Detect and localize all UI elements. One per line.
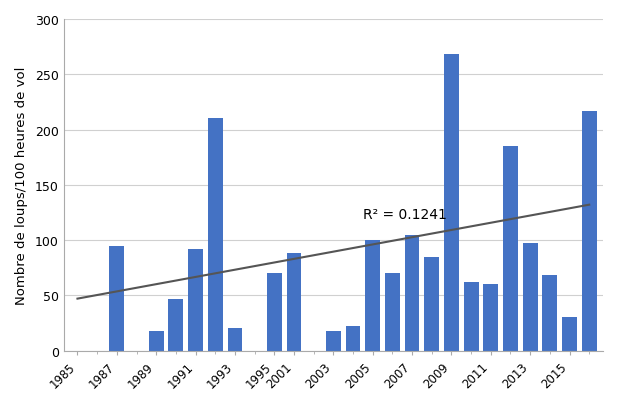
Bar: [425, 257, 439, 351]
Bar: [385, 273, 400, 351]
Bar: [405, 235, 420, 351]
Bar: [149, 331, 164, 351]
Bar: [365, 241, 380, 351]
Bar: [227, 328, 242, 351]
Bar: [188, 249, 203, 351]
Bar: [523, 244, 538, 351]
Text: R² = 0.1241: R² = 0.1241: [363, 207, 447, 222]
Bar: [483, 285, 498, 351]
Bar: [326, 331, 341, 351]
Bar: [464, 282, 478, 351]
Bar: [503, 147, 518, 351]
Bar: [582, 111, 596, 351]
Bar: [562, 318, 577, 351]
Bar: [287, 254, 302, 351]
Bar: [444, 55, 459, 351]
Bar: [169, 299, 184, 351]
Bar: [267, 273, 282, 351]
Bar: [345, 326, 360, 351]
Bar: [543, 276, 557, 351]
Y-axis label: Nombre de loups/100 heures de vol: Nombre de loups/100 heures de vol: [15, 66, 28, 304]
Bar: [208, 119, 222, 351]
Bar: [109, 246, 124, 351]
